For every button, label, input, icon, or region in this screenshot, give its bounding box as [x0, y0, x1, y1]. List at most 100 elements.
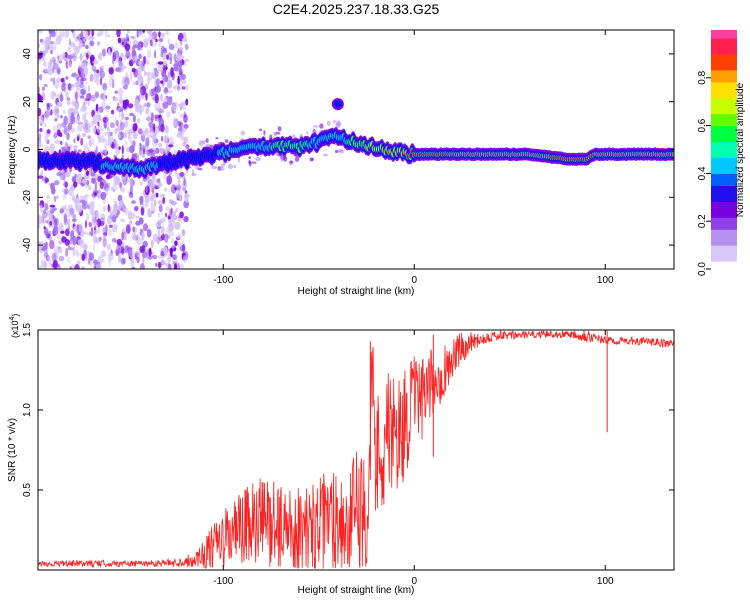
snr-y-tick-label: 0.5 [22, 483, 33, 497]
colorbar-band [711, 53, 737, 59]
noise-speckle [91, 177, 96, 184]
noise-speckle [83, 66, 89, 75]
noise-speckle [114, 201, 117, 206]
colorbar-band [711, 261, 737, 266]
noise-speckle [157, 212, 161, 218]
noise-speckle [76, 224, 83, 233]
noise-speckle [147, 49, 152, 59]
noise-speckle [91, 30, 94, 37]
noise-speckle [75, 73, 80, 82]
noise-speckle [181, 243, 186, 253]
noise-speckle [114, 128, 118, 135]
noise-speckle [54, 115, 61, 119]
noise-speckle [177, 60, 183, 68]
noise-speckle [123, 55, 126, 61]
noise-speckle [75, 205, 79, 211]
noise-speckle [63, 188, 69, 195]
noise-speckle [155, 147, 160, 154]
noise-speckle [39, 73, 43, 81]
noise-speckle [153, 123, 156, 133]
noise-speckle [150, 193, 155, 199]
noise-speckle [145, 106, 150, 115]
noise-speckle [120, 204, 124, 208]
noise-speckle [98, 52, 103, 61]
noise-speckle [43, 83, 48, 88]
noise-speckle [158, 142, 163, 148]
noise-speckle [67, 247, 74, 251]
noise-speckle [116, 30, 121, 38]
noise-speckle [73, 181, 78, 188]
noise-speckle [95, 237, 100, 244]
noise-speckle [168, 215, 171, 220]
noise-speckle [132, 226, 135, 233]
noise-speckle [79, 53, 83, 61]
noise-speckle [60, 140, 63, 146]
colorbar-band [711, 149, 737, 155]
colorbar-band [711, 173, 737, 178]
noise-speckle [168, 144, 174, 148]
colorbar-band [711, 189, 737, 194]
noise-speckle [131, 140, 136, 149]
noise-speckle [60, 115, 63, 119]
noise-speckle [173, 263, 178, 269]
noise-speckle [173, 247, 177, 252]
signal-halo-speckle [306, 131, 309, 134]
noise-speckle [148, 34, 154, 43]
colorbar-band [711, 225, 737, 230]
noise-speckle [121, 154, 125, 159]
noise-speckle [177, 218, 184, 222]
noise-speckle [93, 192, 97, 196]
signal-halo-speckle [259, 128, 263, 132]
noise-speckle [167, 38, 171, 45]
signal-halo-speckle [237, 156, 241, 163]
noise-speckle [100, 134, 105, 144]
noise-speckle [137, 42, 142, 51]
noise-speckle [132, 114, 136, 123]
colorbar-band [711, 37, 737, 43]
noise-speckle [44, 42, 48, 50]
noise-speckle [150, 89, 156, 98]
colorbar-band [711, 45, 737, 51]
noise-speckle [170, 247, 173, 258]
noise-speckle [167, 89, 173, 94]
noise-speckle [153, 199, 157, 208]
noise-speckle [121, 41, 124, 45]
noise-speckle [59, 132, 63, 138]
noise-speckle [150, 112, 154, 123]
noise-speckle [64, 181, 68, 189]
noise-speckle [105, 118, 110, 128]
noise-speckle [90, 200, 95, 210]
noise-speckle [176, 234, 182, 239]
noise-speckle [44, 202, 49, 211]
noise-speckle [184, 58, 190, 62]
noise-speckle [81, 178, 88, 184]
noise-speckle [179, 211, 184, 219]
noise-speckle [44, 227, 48, 236]
noise-speckle [46, 102, 50, 108]
noise-speckle [180, 264, 185, 269]
noise-speckle [132, 123, 138, 132]
signal-halo-speckle [222, 161, 228, 164]
noise-speckle [88, 221, 92, 228]
noise-speckle [134, 57, 138, 62]
noise-speckle [110, 109, 115, 115]
spectrogram-x-ticks: -100 0 100 [213, 30, 614, 286]
signal-halo-speckle [240, 130, 245, 136]
noise-speckle [113, 175, 119, 182]
noise-speckle [53, 81, 60, 89]
noise-speckle [155, 178, 161, 186]
colorbar-band [711, 201, 737, 206]
colorbar-band [711, 77, 737, 83]
noise-speckle [177, 127, 183, 132]
signal-halo-speckle [184, 145, 188, 149]
noise-speckle [177, 179, 181, 185]
noise-speckle [80, 30, 83, 36]
noise-speckle [71, 112, 75, 122]
noise-speckle [43, 226, 46, 230]
noise-speckle [62, 194, 67, 200]
noise-speckle [44, 132, 49, 142]
noise-speckle [141, 153, 146, 159]
noise-speckle [81, 77, 87, 82]
noise-speckle [139, 263, 145, 269]
noise-speckle [84, 81, 88, 85]
